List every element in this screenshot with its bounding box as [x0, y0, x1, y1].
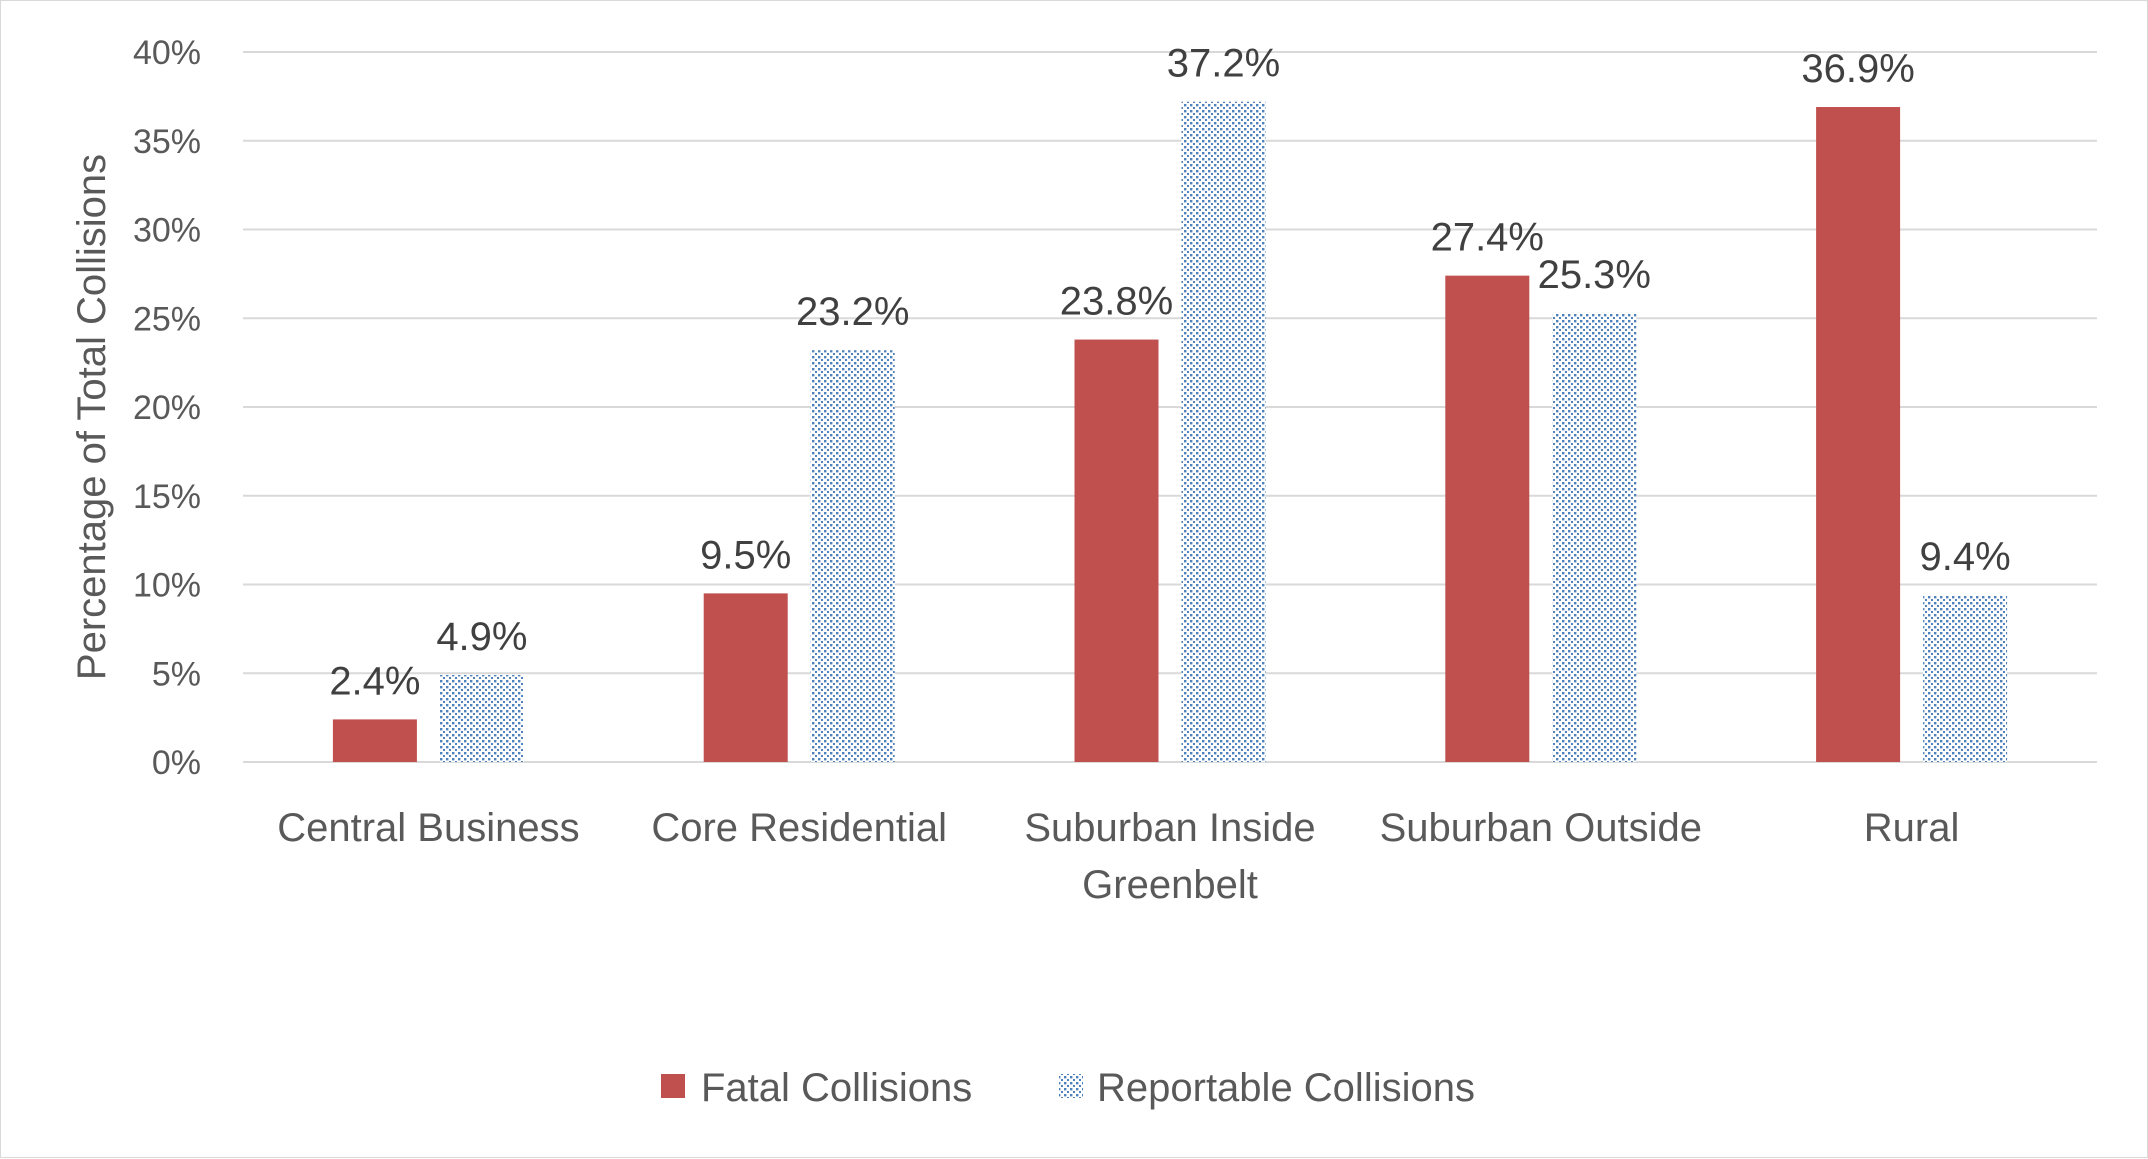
bar-reportable [1923, 595, 2008, 762]
data-label: 9.5% [700, 533, 791, 577]
bar-reportable [1181, 101, 1266, 762]
x-category-label: Suburban Outside [1380, 806, 1702, 850]
bars [332, 101, 2008, 762]
legend-swatch [661, 1074, 685, 1098]
bar-reportable [1552, 312, 1637, 762]
y-tick-label: 30% [133, 212, 201, 250]
bar-fatal [1445, 275, 1530, 762]
data-label: 25.3% [1538, 253, 1651, 297]
y-tick-label: 10% [133, 567, 201, 605]
data-label: 2.4% [329, 659, 420, 703]
x-category-label: Central Business [277, 806, 579, 850]
x-category-label: Rural [1864, 806, 1960, 850]
x-category-label: Core Residential [651, 806, 947, 850]
y-tick-label: 40% [133, 34, 201, 72]
x-category-label: Suburban Inside [1024, 806, 1315, 850]
y-tick-label: 0% [152, 744, 201, 782]
data-label: 36.9% [1801, 47, 1914, 91]
gridlines [243, 51, 2097, 763]
data-labels: 2.4% 9.5% 23.8% 27.4% 36.9% 4.9% 23.2% 37.2% 25.… [329, 42, 2010, 704]
x-category-label: Greenbelt [1082, 863, 1258, 907]
legend-label: Fatal Collisions [701, 1066, 972, 1110]
x-axis-category-labels: Central Business Core Residential Suburban… [277, 806, 1959, 907]
y-tick-label: 35% [133, 123, 201, 161]
bar-reportable [439, 675, 524, 762]
legend-swatch [1059, 1074, 1083, 1098]
bar-fatal [332, 719, 417, 762]
legend-label: Reportable Collisions [1097, 1066, 1475, 1110]
y-tick-label: 15% [133, 478, 201, 516]
legend: Fatal Collisions Reportable Collisions [661, 1066, 1475, 1110]
bar-fatal [1816, 107, 1901, 762]
bar-fatal [703, 593, 788, 762]
data-label: 23.8% [1060, 280, 1173, 324]
bar-fatal [1074, 339, 1159, 762]
data-label: 9.4% [1920, 535, 2011, 579]
y-tick-label: 20% [133, 389, 201, 427]
data-label: 4.9% [436, 615, 527, 659]
data-label: 23.2% [796, 290, 909, 334]
y-axis-title: Percentage of Total Collisions [70, 154, 114, 680]
bar-reportable [810, 350, 895, 762]
data-label: 27.4% [1431, 216, 1544, 260]
data-label: 37.2% [1167, 42, 1280, 86]
y-tick-label: 5% [152, 655, 201, 693]
y-axis-tick-labels: 0% 5% 10% 15% 20% 25% 30% 35% 40% [133, 34, 201, 782]
y-tick-label: 25% [133, 300, 201, 338]
